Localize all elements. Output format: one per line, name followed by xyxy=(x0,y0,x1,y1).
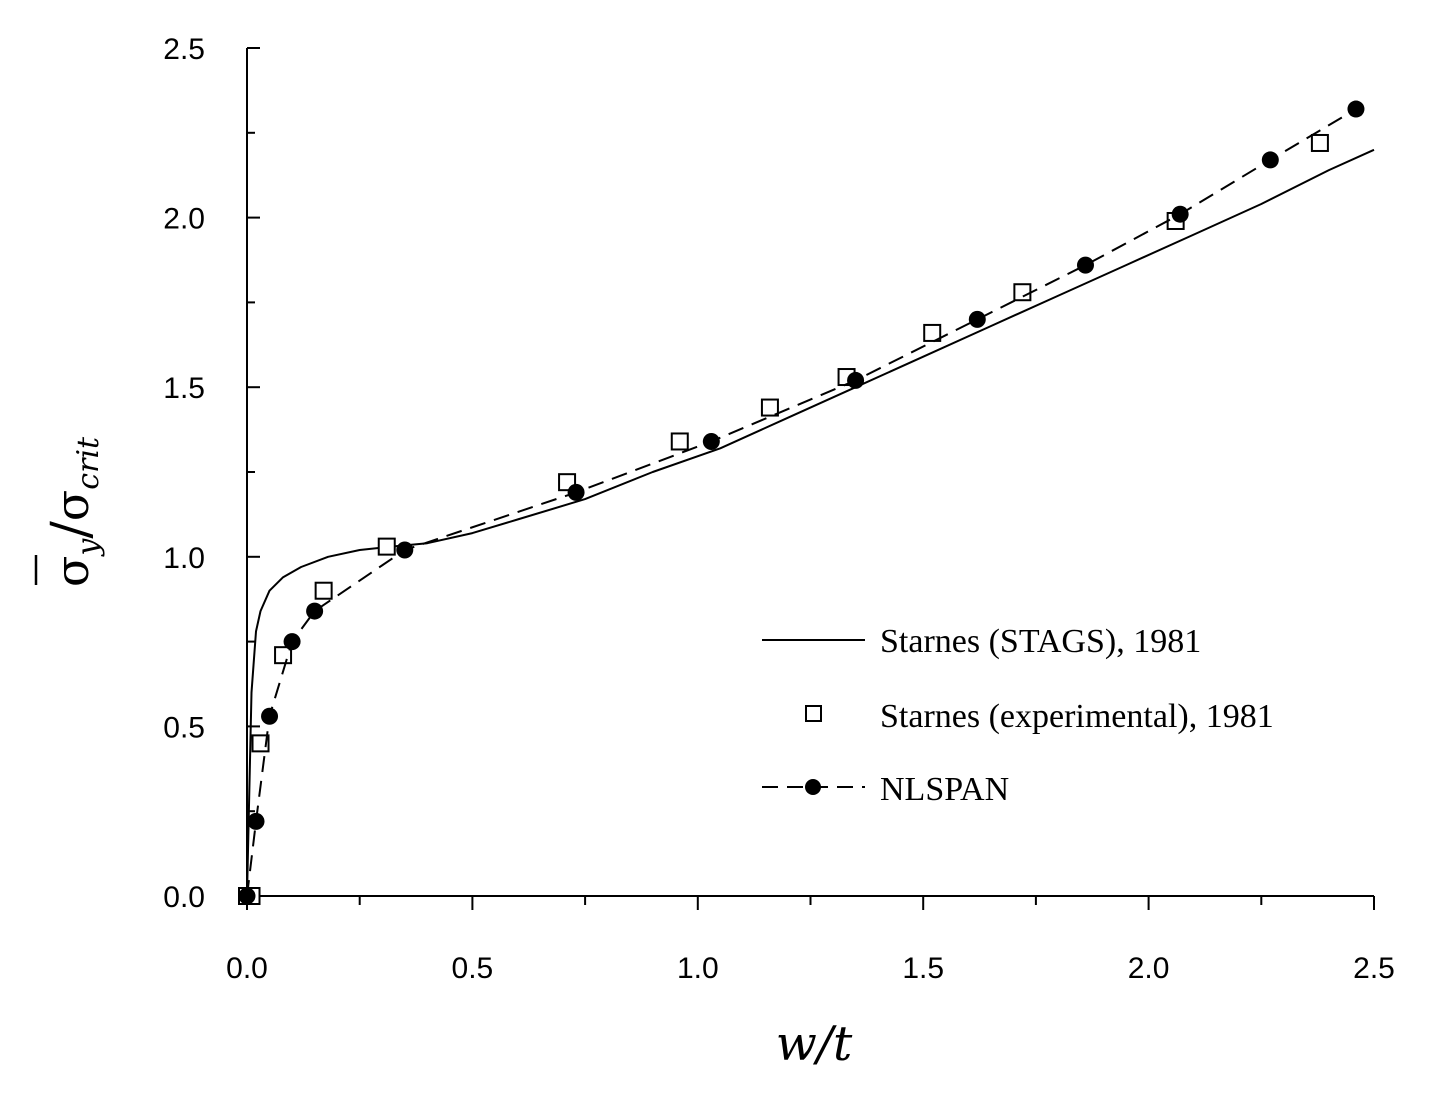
legend-label-stags: Starnes (STAGS), 1981 xyxy=(880,623,1201,660)
y-tick-label: 0.0 xyxy=(163,881,205,914)
series-line-2 xyxy=(246,108,1357,897)
nlspan-point xyxy=(1261,151,1279,169)
experimental-point xyxy=(1310,133,1329,152)
experimental-point xyxy=(670,432,689,451)
experimental-point xyxy=(760,398,779,417)
y-axis-title-numerator: σ xyxy=(45,556,99,587)
x-tick-label: 1.5 xyxy=(902,952,944,985)
y-axis-title-denominator-subscript: crit xyxy=(71,436,106,490)
legend: Starnes (STAGS), 1981 Starnes (experimen… xyxy=(762,623,1274,808)
y-axis-title-denominator: σ xyxy=(45,490,99,521)
y-axis-title: σy/σcrit xyxy=(34,436,106,587)
legend-filled-circle-swatch xyxy=(805,779,821,795)
nlspan-point xyxy=(1076,256,1094,274)
nlspan-point xyxy=(247,812,265,830)
tick-labels: 0.0 0.5 1.0 1.5 2.0 2.5 0.0 0.5 1.0 1.5 2.0 2.5 xyxy=(163,33,1395,985)
y-tick-label: 0.5 xyxy=(163,711,205,744)
plot-series xyxy=(238,100,1375,905)
legend-label-nlspan: NLSPAN xyxy=(880,771,1009,808)
nlspan-point xyxy=(306,602,324,620)
nlspan-point xyxy=(283,633,301,651)
nlspan-point xyxy=(1347,100,1365,118)
experimental-point xyxy=(314,581,333,600)
legend-item-nlspan: NLSPAN xyxy=(762,771,1009,808)
y-axis-title-text: σy/σcrit xyxy=(41,436,106,587)
x-tick-label: 2.0 xyxy=(1128,952,1170,985)
nlspan-point xyxy=(847,371,865,389)
experimental-point xyxy=(1013,283,1032,302)
y-tick-label: 1.0 xyxy=(163,542,205,575)
legend-item-experimental: Starnes (experimental), 1981 xyxy=(805,698,1274,735)
y-tick-label: 2.5 xyxy=(163,33,205,66)
nlspan-point xyxy=(968,310,986,328)
x-tick-label: 2.5 xyxy=(1353,952,1395,985)
legend-label-experimental: Starnes (experimental), 1981 xyxy=(880,698,1274,735)
x-axis-title: w/t xyxy=(776,1016,853,1072)
axes xyxy=(246,48,1374,897)
experimental-point xyxy=(923,323,942,342)
x-tick-label: 0.0 xyxy=(226,952,268,985)
legend-item-stags: Starnes (STAGS), 1981 xyxy=(762,623,1201,660)
experimental-point xyxy=(251,734,270,753)
nlspan-point xyxy=(1171,205,1189,223)
nlspan-point xyxy=(238,887,256,905)
nlspan-point xyxy=(567,483,585,501)
nlspan-point xyxy=(702,432,720,450)
nlspan-point xyxy=(396,541,414,559)
x-tick-label: 1.0 xyxy=(677,952,719,985)
x-tick-label: 0.5 xyxy=(452,952,494,985)
y-axis-title-numerator-subscript: y xyxy=(71,538,106,558)
y-tick-label: 1.5 xyxy=(163,372,205,405)
y-tick-label: 2.0 xyxy=(163,203,205,236)
series-line-0 xyxy=(246,148,1375,897)
y-axis-title-separator: / xyxy=(41,521,101,539)
legend-open-square-swatch xyxy=(805,705,822,722)
nlspan-point xyxy=(261,707,279,725)
experimental-point xyxy=(377,537,396,556)
